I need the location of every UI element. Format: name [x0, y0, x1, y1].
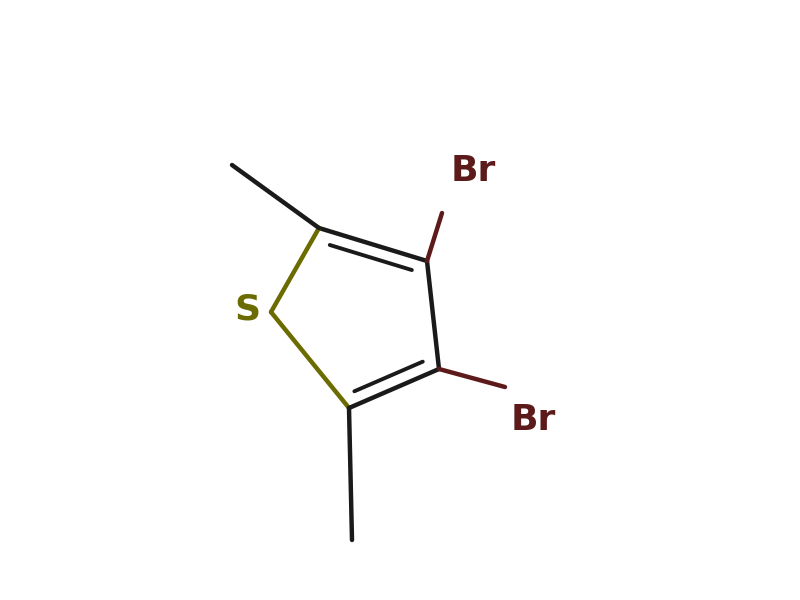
Text: Br: Br	[511, 403, 556, 437]
Text: Br: Br	[451, 154, 496, 188]
Text: S: S	[234, 292, 260, 326]
